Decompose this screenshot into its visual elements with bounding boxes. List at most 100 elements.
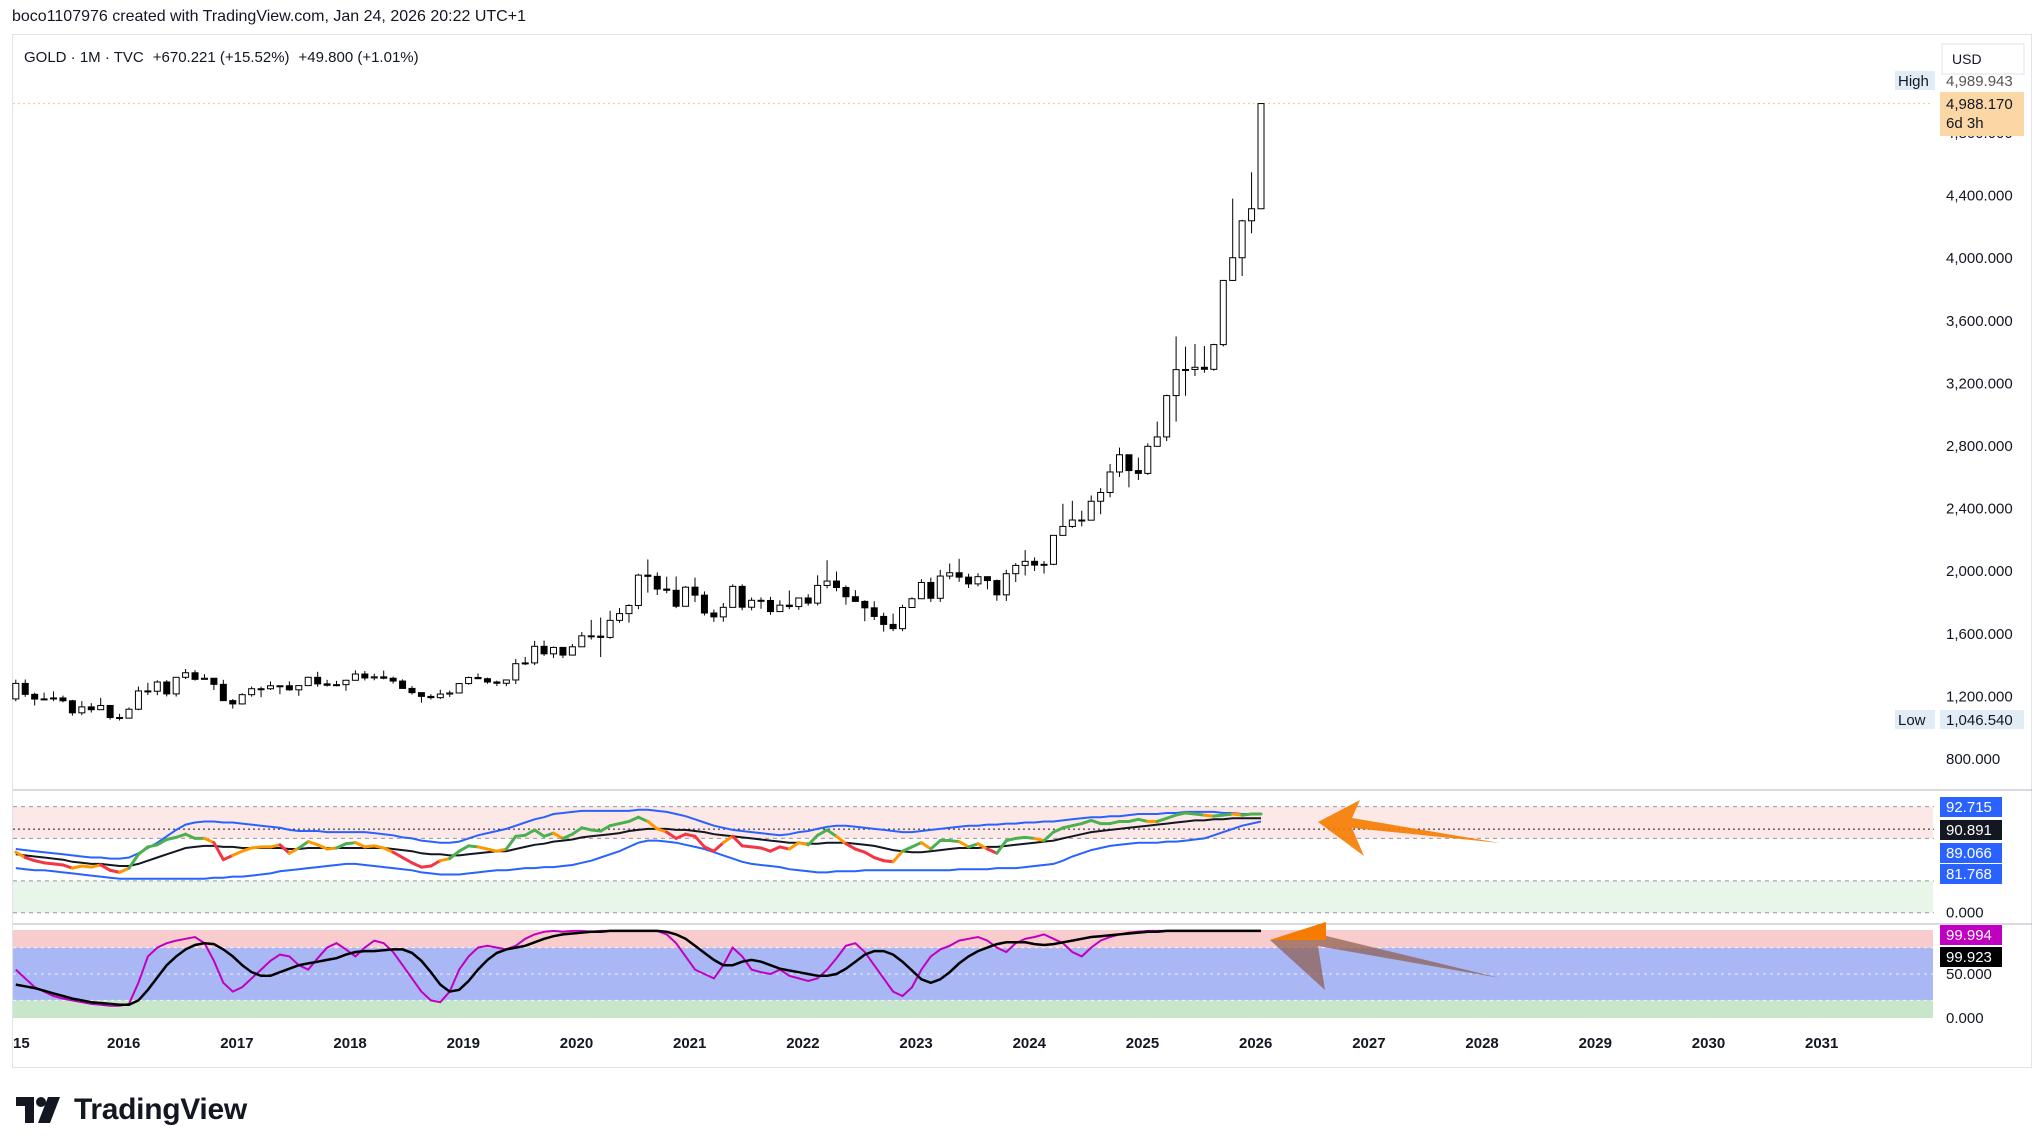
rsi-line-segment — [523, 828, 537, 837]
candle — [531, 645, 539, 664]
last-price-countdown: 6d 3h — [1946, 115, 1984, 132]
rsi-lower-band — [15, 820, 1262, 880]
rsi-line-segment — [382, 846, 395, 854]
rsi-line-segment — [589, 828, 603, 833]
rsi-line-segment — [882, 859, 895, 864]
candle — [1078, 519, 1086, 522]
time-axis-label: 2021 — [673, 1035, 706, 1052]
candle — [295, 685, 303, 691]
time-axis-label: 2029 — [1579, 1035, 1612, 1052]
candle — [1219, 279, 1227, 346]
rsi-line-segment — [514, 833, 527, 838]
rsi-line-segment — [1051, 826, 1065, 834]
rsi-line-segment — [778, 845, 791, 851]
candle — [1049, 534, 1057, 565]
currency-box[interactable] — [1941, 43, 2025, 75]
rsi-line-segment — [570, 826, 584, 836]
candle — [682, 586, 690, 607]
candle — [880, 615, 888, 625]
rsi-line-segment — [693, 834, 706, 849]
candle — [710, 612, 718, 618]
rsi-line-segment — [636, 815, 650, 823]
rsi-line-segment — [70, 864, 84, 870]
rsi-line-segment — [1174, 811, 1188, 817]
candle — [408, 687, 416, 694]
candle — [1210, 344, 1218, 370]
candle — [568, 646, 576, 656]
rsi-upper-band — [15, 808, 1261, 860]
price-axis-label: 800.000 — [1946, 751, 2000, 768]
candle — [644, 574, 652, 577]
candle — [899, 607, 907, 630]
time-axis-label: 15 — [13, 1035, 30, 1052]
rsi-line-segment — [533, 828, 546, 838]
rsi-line-segment — [1212, 813, 1225, 818]
rsi-line-segment — [108, 868, 122, 874]
candle — [842, 586, 850, 598]
high-label-box — [1895, 71, 1935, 90]
rsi-line-segment — [33, 859, 46, 865]
candle — [474, 676, 482, 680]
candle — [748, 599, 756, 608]
rsi-line-segment — [52, 862, 65, 867]
candle — [1248, 208, 1256, 222]
rsi-line-segment — [1155, 816, 1169, 823]
stoch-axis-label: 50.000 — [1946, 966, 1992, 983]
candle — [776, 604, 784, 613]
rsi-line-segment — [1070, 822, 1084, 828]
rsi-line-segment — [287, 846, 301, 855]
legend-change: +670.221 (+15.52%) — [153, 49, 290, 66]
candle — [1172, 369, 1180, 397]
rsi-line-segment — [165, 835, 178, 841]
candle — [616, 613, 624, 621]
rsi-line-segment — [1240, 812, 1254, 817]
candle — [144, 690, 152, 693]
candle — [653, 575, 661, 590]
rsi-line-segment — [797, 841, 810, 847]
tradingview-logo: TradingView — [16, 1090, 247, 1130]
candle — [757, 599, 765, 602]
currency-label: USD — [1952, 51, 1982, 67]
legend-change-2: +49.800 (+1.01%) — [299, 49, 419, 66]
rsi-line-segment — [278, 843, 291, 855]
candle — [785, 604, 793, 608]
rsi-line-segment — [655, 827, 669, 834]
time-axis-label: 2024 — [1013, 1035, 1047, 1052]
rsi-line-segment — [665, 830, 678, 840]
orange-arrow-rsi — [1318, 800, 1500, 856]
rsi-line-segment — [118, 866, 131, 874]
candle — [1144, 445, 1152, 474]
arrow-tail-stoch — [1270, 922, 1500, 990]
rsi-line-segment — [1231, 812, 1244, 817]
rsi-line-segment — [967, 842, 980, 849]
rsi-line-segment — [674, 832, 688, 840]
rsi-line-segment — [297, 840, 310, 850]
candle — [1238, 220, 1246, 259]
candle — [1031, 560, 1039, 566]
rsi-line-segment — [467, 844, 480, 849]
rsi-line-segment — [957, 840, 971, 849]
candle — [446, 692, 454, 695]
candle — [870, 607, 878, 617]
time-axis-label: 2022 — [786, 1035, 819, 1052]
candle — [163, 681, 171, 695]
rsi-line-segment — [372, 844, 386, 850]
candle — [427, 695, 435, 699]
rsi-line-segment — [429, 859, 442, 868]
rsi-line-segment — [646, 819, 659, 831]
rsi-axis-label: 0.000 — [1946, 905, 1984, 922]
candle — [823, 580, 831, 586]
candle — [917, 581, 925, 600]
legend-text: GOLD · 1M · TVC +670.221 (+15.52%) +49.800… — [24, 49, 419, 66]
candle — [200, 677, 208, 680]
rsi-line-segment — [863, 850, 876, 860]
rsi-line-segment — [1061, 824, 1074, 830]
rsi-line-segment — [42, 861, 56, 866]
candle — [700, 594, 708, 614]
rsi-line-segment — [768, 845, 782, 853]
orange-arrow-stoch — [1270, 922, 1326, 940]
rsi-value-box — [1940, 820, 2002, 840]
candle — [851, 596, 859, 602]
candle — [804, 597, 812, 604]
